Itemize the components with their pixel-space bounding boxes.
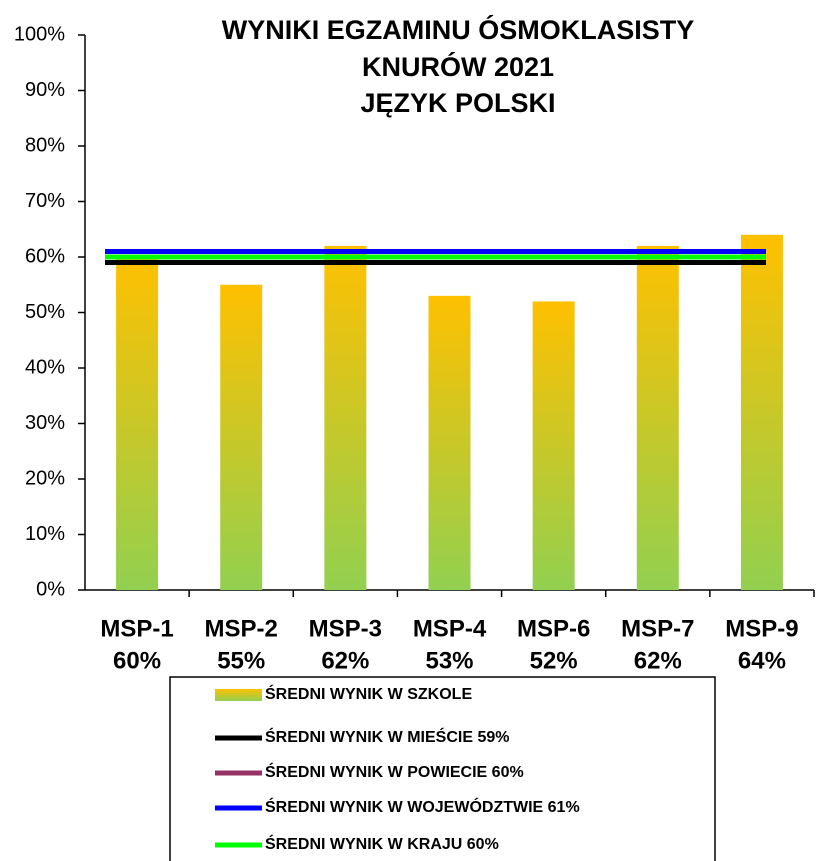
legend-label: ŚREDNI WYNIK W WOJEWÓDZTWIE 61%	[265, 797, 580, 816]
legend-label: ŚREDNI WYNIK W POWIECIE 60%	[265, 762, 524, 781]
x-tick-label: MSP-2	[205, 615, 278, 642]
bar	[740, 234, 783, 591]
bar	[532, 301, 575, 590]
x-tick-label: MSP-3	[309, 615, 382, 642]
bar	[428, 295, 471, 590]
chart-title: WYNIKI EGZAMINU ÓSMOKLASISTY	[222, 14, 695, 45]
bar	[220, 284, 263, 590]
y-tick-label: 10%	[25, 523, 65, 545]
value-label: 60%	[113, 647, 161, 674]
value-label: 64%	[738, 647, 786, 674]
value-label: 62%	[321, 647, 369, 674]
value-label: 62%	[634, 647, 682, 674]
x-tick-label: MSP-4	[413, 615, 487, 642]
legend-label: ŚREDNI WYNIK W MIEŚCIE 59%	[265, 727, 509, 746]
y-tick-label: 70%	[25, 190, 65, 212]
legend-label: ŚREDNI WYNIK W SZKOLE	[265, 684, 472, 703]
x-tick-label: MSP-7	[621, 615, 694, 642]
y-tick-label: 100%	[14, 23, 65, 45]
bar	[324, 245, 367, 590]
y-tick-label: 90%	[25, 79, 65, 101]
y-tick-label: 60%	[25, 245, 65, 267]
chart-title: KNURÓW 2021	[362, 51, 554, 82]
value-label: 52%	[530, 647, 578, 674]
bar	[636, 245, 679, 590]
bar	[116, 257, 159, 590]
x-tick-label: MSP-1	[100, 615, 173, 642]
value-label: 53%	[425, 647, 473, 674]
y-tick-label: 30%	[25, 412, 65, 434]
value-label: 55%	[217, 647, 265, 674]
legend-swatch	[215, 689, 262, 701]
y-tick-label: 40%	[25, 356, 65, 378]
y-tick-label: 0%	[36, 578, 65, 600]
chart-title: JĘZYK POLSKI	[360, 88, 555, 118]
legend-box	[169, 676, 716, 861]
y-tick-label: 20%	[25, 467, 65, 489]
legend-label: ŚREDNI WYNIK W KRAJU 60%	[265, 834, 499, 853]
x-tick-label: MSP-6	[517, 615, 590, 642]
x-tick-label: MSP-9	[725, 615, 798, 642]
y-tick-label: 50%	[25, 301, 65, 323]
y-tick-label: 80%	[25, 134, 65, 156]
